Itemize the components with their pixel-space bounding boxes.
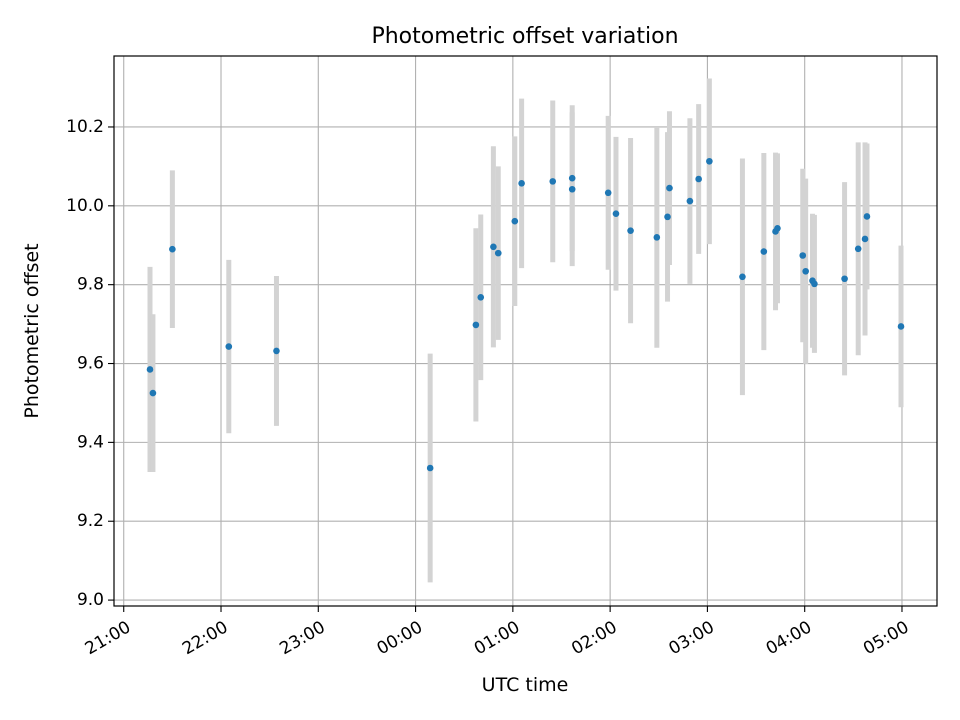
y-tick-label: 10.2 (66, 117, 104, 137)
chart-title: Photometric offset variation (371, 24, 678, 49)
data-point (511, 217, 519, 225)
plot-frame (113, 55, 938, 607)
data-point (169, 245, 176, 253)
y-tick-label: 10.0 (66, 196, 104, 216)
data-point (706, 157, 713, 165)
data-points (146, 157, 905, 472)
data-point (518, 180, 525, 187)
y-tick-label: 9.0 (77, 590, 104, 610)
data-point (695, 175, 702, 183)
x-axis-title: UTC time (482, 674, 569, 696)
plot-area (114, 56, 937, 606)
data-point (149, 389, 157, 397)
data-point (799, 252, 807, 259)
data-point (568, 174, 576, 182)
y-tick-label: 9.4 (77, 432, 104, 452)
data-point (760, 248, 768, 255)
y-tick-label: 9.6 (77, 354, 104, 374)
data-point (604, 189, 612, 197)
data-point (426, 464, 434, 472)
data-point (811, 280, 818, 288)
data-point (568, 185, 576, 193)
data-point (146, 366, 154, 373)
data-point (472, 321, 480, 329)
data-point (802, 267, 809, 275)
data-point (686, 197, 694, 205)
data-point (477, 293, 485, 301)
data-point (653, 234, 661, 241)
y-tick-label: 9.8 (77, 275, 104, 295)
y-axis-ticks: 9.0 9.2 9.4 9.6 9.8 10.0 10.2 (66, 117, 114, 610)
data-point (490, 243, 497, 251)
data-point (664, 213, 671, 221)
data-point (612, 210, 620, 218)
data-point (863, 213, 871, 220)
data-point (841, 275, 848, 283)
data-point (273, 347, 280, 355)
data-point (861, 235, 869, 243)
data-point (897, 323, 905, 330)
data-point (494, 249, 502, 257)
y-tick-label: 9.2 (77, 511, 104, 531)
data-point (225, 343, 233, 350)
data-point (627, 227, 634, 234)
data-point (739, 273, 746, 281)
data-point (854, 245, 862, 253)
data-point (666, 184, 673, 192)
data-point (549, 178, 557, 185)
y-axis-title: Photometric offset (21, 243, 43, 418)
data-point (774, 224, 781, 232)
